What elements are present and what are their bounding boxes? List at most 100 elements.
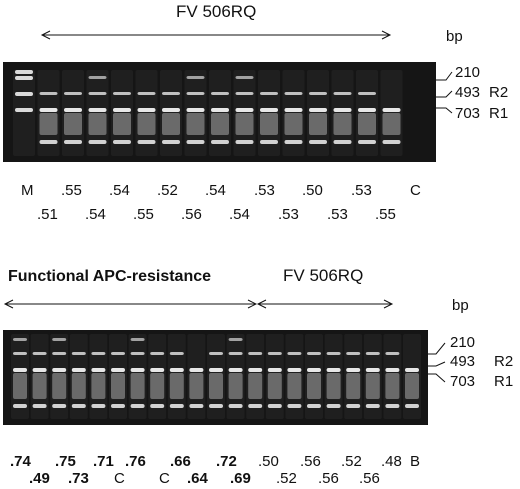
bottom-bp-label: bp: [452, 297, 469, 314]
band-smear: [52, 373, 67, 399]
bottom-marker-210: 210: [450, 334, 476, 351]
band-front: [88, 140, 107, 144]
band-r2: [162, 92, 180, 95]
band-smear: [150, 373, 165, 399]
band-front: [91, 404, 106, 408]
band-smear: [260, 113, 278, 135]
top-marker-703: 703: [455, 105, 481, 122]
band-front: [32, 404, 47, 408]
band-front: [284, 140, 303, 144]
band-r1: [162, 108, 180, 112]
top-lane-label: .55: [61, 182, 82, 199]
band-r1: [32, 368, 47, 372]
band-upper: [13, 338, 27, 341]
ladder-band: [15, 92, 33, 96]
bottom-lane-label: .75: [55, 453, 76, 470]
band-r1: [260, 108, 278, 112]
band-r1: [52, 368, 67, 372]
band-r1: [228, 368, 243, 372]
band-smear: [365, 373, 380, 399]
bottom-lane-label: C: [114, 470, 125, 487]
bottom-lane-label: .66: [170, 453, 191, 470]
band-smear: [228, 373, 243, 399]
band-front: [346, 404, 361, 408]
band-front: [248, 404, 263, 408]
bottom-marker-493: 493: [450, 353, 476, 370]
band-r1: [130, 368, 145, 372]
top-lane-label: .54: [205, 182, 226, 199]
top-lane-label: .53: [351, 182, 372, 199]
band-r1: [71, 368, 86, 372]
band-r1: [333, 108, 352, 112]
band-r2: [130, 352, 145, 355]
band-smear: [211, 113, 229, 135]
band-r2: [385, 352, 400, 355]
band-r1: [209, 368, 223, 372]
band-r1: [405, 368, 419, 372]
band-r2: [326, 352, 341, 355]
top-lane-label: .53: [254, 182, 275, 199]
band-r1: [137, 108, 156, 112]
band-r1: [211, 108, 229, 112]
band-r2: [39, 92, 58, 95]
band-r1: [307, 368, 321, 372]
band-r2: [13, 352, 27, 355]
band-r2: [88, 92, 107, 95]
bottom-lane-label: .69: [230, 470, 251, 487]
bottom-lane-label: .50: [258, 453, 279, 470]
band-smear: [111, 373, 125, 399]
band-smear: [113, 113, 131, 135]
band-front: [267, 404, 282, 408]
band-front: [162, 140, 180, 144]
top-marker-r2: R2: [489, 84, 509, 101]
bottom-lane-label: .73: [68, 470, 89, 487]
band-smear: [267, 373, 282, 399]
bottom-lane-label: .56: [359, 470, 380, 487]
band-front: [13, 404, 27, 408]
band-r2: [358, 92, 376, 95]
bottom-title-left: Functional APC-resistance: [8, 268, 212, 285]
band-r2: [235, 92, 254, 95]
band-front: [64, 140, 82, 144]
top-lane-label: M: [21, 182, 34, 199]
band-r2: [186, 92, 205, 95]
top-bp-label: bp: [446, 28, 463, 45]
top-lane-label: .51: [37, 206, 58, 223]
band-r2: [111, 352, 125, 355]
top-lane-label: .55: [133, 206, 154, 223]
band-front: [228, 404, 243, 408]
bottom-lane-label: .56: [300, 453, 321, 470]
band-r1: [267, 368, 282, 372]
band-front: [309, 140, 327, 144]
bottom-gel-image: [3, 330, 428, 425]
band-upper: [88, 76, 107, 79]
band-r2: [71, 352, 86, 355]
band-smear: [333, 113, 352, 135]
band-front: [365, 404, 380, 408]
bottom-gel-bands: [3, 330, 428, 425]
bottom-lane-label: .52: [276, 470, 297, 487]
top-marker-r1: R1: [489, 105, 509, 122]
top-lane-label: .56: [181, 206, 202, 223]
band-smear: [91, 373, 106, 399]
bottom-lane-label: .56: [318, 470, 339, 487]
bottom-lane-label: .49: [29, 470, 50, 487]
top-panel-title: FV 506RQ: [176, 2, 257, 21]
band-front: [186, 140, 205, 144]
band-front: [382, 140, 401, 144]
bottom-lane-label: B: [410, 453, 421, 470]
top-lane-label: .54: [109, 182, 130, 199]
band-r2: [32, 352, 47, 355]
band-smear: [209, 373, 223, 399]
bottom-lane-label: .52: [341, 453, 362, 470]
band-smear: [137, 113, 156, 135]
band-front: [189, 404, 204, 408]
band-front: [307, 404, 321, 408]
band-r2: [284, 92, 303, 95]
bottom-marker-r2: R2: [494, 353, 514, 370]
bottom-marker-703: 703: [450, 373, 476, 390]
band-front: [71, 404, 86, 408]
band-r1: [13, 368, 27, 372]
band-r2: [260, 92, 278, 95]
band-front: [235, 140, 254, 144]
